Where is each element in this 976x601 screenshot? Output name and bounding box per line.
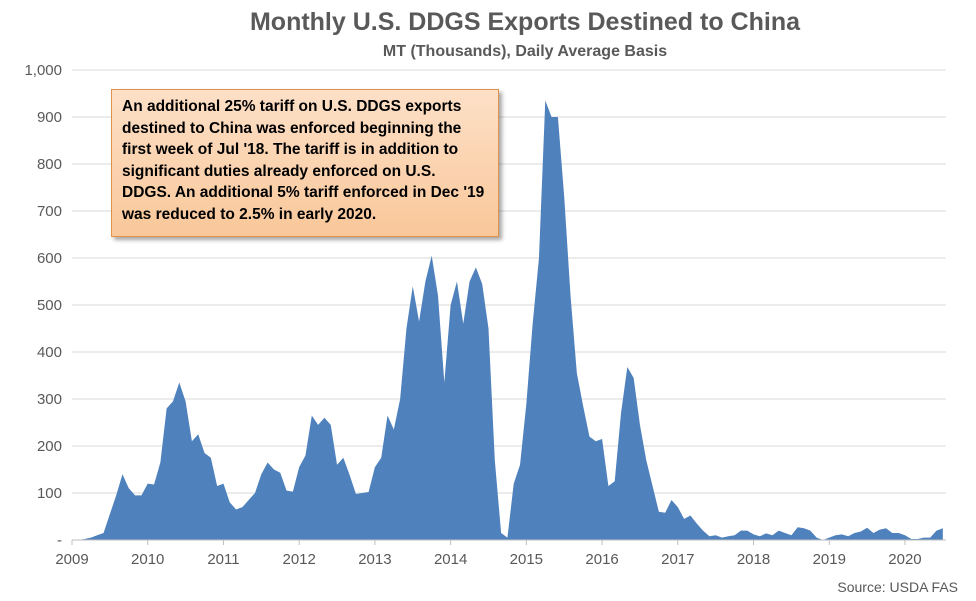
tariff-annotation-box: An additional 25% tariff on U.S. DDGS ex… [111,89,499,237]
x-tick-label: 2015 [510,551,543,568]
chart-title: Monthly U.S. DDGS Exports Destined to Ch… [250,8,801,36]
source-note: Source: USDA FAS [837,579,958,595]
x-tick-label: 2013 [358,551,391,568]
x-axis-ticks: 2009 2010 2011 2012 2013 2014 2015 2016 2017 2018… [55,540,922,568]
x-tick-label: 2009 [55,551,88,568]
y-tick-label: - [57,532,62,549]
y-tick-label: 100 [37,485,62,502]
x-tick-label: 2012 [282,551,315,568]
series-area-ddgs-exports [72,100,943,541]
x-tick-label: 2019 [813,551,846,568]
y-tick-label: 500 [37,297,62,314]
y-tick-label: 1,000 [24,62,62,79]
y-tick-label: 700 [37,203,62,220]
y-axis-ticks: - 100 200 300 400 500 600 700 800 900 1,000 [24,62,62,549]
x-tick-label: 2011 [207,551,239,568]
y-tick-label: 600 [37,250,62,267]
x-tick-label: 2014 [434,551,467,568]
x-tick-label: 2010 [131,551,164,568]
y-tick-label: 300 [37,391,62,408]
y-tick-label: 900 [37,109,62,126]
y-tick-label: 800 [37,156,62,173]
y-tick-label: 200 [37,438,62,455]
x-tick-label: 2017 [661,551,694,568]
chart-subtitle: MT (Thousands), Daily Average Basis [383,43,667,60]
x-tick-label: 2018 [737,551,770,568]
x-tick-label: 2016 [585,551,618,568]
y-tick-label: 400 [37,344,62,361]
x-tick-label: 2020 [888,551,921,568]
